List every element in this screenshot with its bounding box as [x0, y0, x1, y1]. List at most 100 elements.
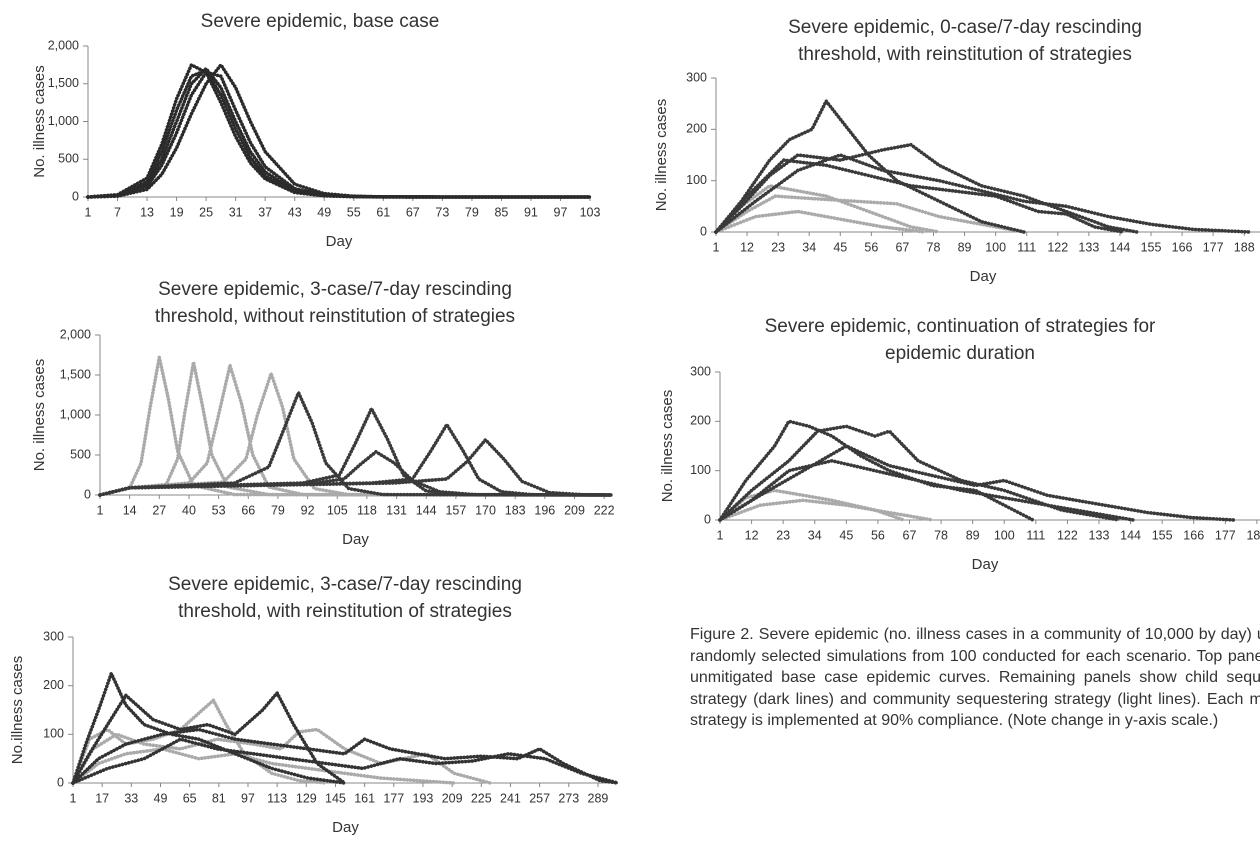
series-line-core	[99, 362, 612, 496]
y-tick-label: 300	[690, 364, 711, 378]
y-tick-label: 300	[686, 70, 707, 84]
series-line	[86, 70, 592, 199]
y-tick-label: 1,500	[48, 76, 79, 90]
series-line-core	[99, 362, 612, 496]
x-tick-label: 289	[588, 791, 609, 805]
series-line-core	[715, 99, 1025, 233]
x-tick-label: 89	[966, 528, 980, 542]
x-tick-label: 23	[771, 240, 785, 254]
x-tick-label: 225	[471, 791, 492, 805]
series-line-core	[719, 425, 1120, 521]
series-line-core	[72, 738, 619, 784]
series-line	[98, 360, 613, 497]
x-tick-label: 81	[212, 791, 226, 805]
caption: Figure 2. Severe epidemic (no. illness c…	[690, 626, 1260, 729]
series-line-core	[99, 371, 612, 496]
x-tick-label: 7	[114, 205, 121, 219]
x-tick-label: 12	[745, 528, 759, 542]
chart-title: Severe epidemic, continuation of strateg…	[765, 316, 1156, 337]
x-tick-label: 222	[594, 503, 615, 517]
x-tick-label: 79	[465, 205, 479, 219]
x-tick-label: 45	[839, 528, 853, 542]
x-tick-label: 1	[97, 503, 104, 517]
series-line	[86, 63, 592, 199]
y-tick-label: 1,500	[60, 367, 91, 381]
x-tick-label: 23	[776, 528, 790, 542]
x-tick-label: 91	[524, 205, 538, 219]
x-tick-label: 56	[871, 528, 885, 542]
x-tick-label: 118	[357, 503, 377, 517]
x-tick-label: 97	[241, 791, 255, 805]
x-axis-label: Day	[970, 268, 997, 285]
series-line-core	[715, 154, 1250, 233]
x-tick-label: 100	[994, 528, 1015, 542]
y-tick-label: 200	[686, 122, 707, 136]
x-tick-label: 111	[1026, 528, 1045, 542]
x-tick-label: 122	[1057, 528, 1078, 542]
y-tick-label: 0	[704, 512, 711, 526]
series-line	[98, 371, 613, 497]
x-tick-label: 1	[717, 528, 724, 542]
x-axis-label: Day	[342, 531, 369, 548]
x-tick-label: 209	[442, 791, 463, 805]
series-line-core	[72, 748, 455, 784]
series-line-core	[99, 438, 612, 496]
x-tick-label: 161	[354, 791, 375, 805]
x-tick-label: 133	[1078, 240, 1099, 254]
x-tick-label: 67	[406, 205, 420, 219]
x-tick-label: 31	[229, 205, 243, 219]
series-line-core	[715, 210, 926, 233]
series-line-core	[99, 390, 612, 496]
series-line-core	[72, 691, 345, 784]
x-tick-label: 17	[95, 791, 109, 805]
chart-title: epidemic duration	[885, 343, 1035, 364]
y-tick-label: 100	[686, 173, 707, 187]
y-tick-label: 1,000	[48, 114, 79, 128]
x-tick-label: 122	[1047, 240, 1068, 254]
series-line	[86, 68, 592, 199]
x-tick-label: 73	[435, 205, 449, 219]
series-line-core	[87, 63, 590, 198]
x-tick-label: 100	[985, 240, 1006, 254]
x-tick-label: 105	[327, 503, 348, 517]
x-tick-label: 33	[124, 791, 138, 805]
x-tick-label: 65	[183, 791, 197, 805]
x-tick-label: 170	[475, 503, 496, 517]
x-tick-label: 133	[1089, 528, 1110, 542]
x-tick-label: 188	[1246, 528, 1260, 542]
x-tick-label: 67	[895, 240, 909, 254]
x-tick-label: 43	[288, 205, 302, 219]
y-tick-label: 2,000	[48, 38, 79, 52]
chart-title: threshold, with reinstitution of strateg…	[178, 601, 512, 622]
x-tick-label: 273	[558, 791, 579, 805]
y-tick-label: 0	[72, 189, 79, 203]
x-tick-label: 144	[416, 503, 437, 517]
series-line	[86, 66, 592, 199]
x-tick-label: 166	[1183, 528, 1204, 542]
x-tick-label: 34	[808, 528, 822, 542]
x-tick-label: 113	[267, 791, 287, 805]
x-tick-label: 79	[271, 503, 285, 517]
x-tick-label: 78	[927, 240, 941, 254]
series-line-core	[72, 728, 619, 784]
y-axis-label: No. illness cases	[31, 359, 48, 472]
x-tick-label: 61	[376, 205, 390, 219]
x-axis-label: Day	[326, 233, 353, 250]
x-tick-label: 196	[534, 503, 555, 517]
series-line-core	[72, 671, 345, 784]
x-axis-label: Day	[332, 819, 359, 836]
series-line-core	[99, 357, 612, 496]
x-tick-label: 111	[1017, 240, 1036, 254]
x-tick-label: 155	[1141, 240, 1162, 254]
x-tick-label: 209	[564, 503, 585, 517]
x-tick-label: 131	[386, 503, 407, 517]
y-axis-label: No.illness cases	[9, 656, 26, 764]
series-line-core	[87, 69, 590, 198]
y-axis-label: No. illness cases	[31, 65, 48, 178]
x-tick-label: 145	[325, 791, 346, 805]
x-tick-label: 103	[580, 205, 601, 219]
x-tick-label: 67	[903, 528, 917, 542]
series-line-core	[715, 185, 940, 233]
